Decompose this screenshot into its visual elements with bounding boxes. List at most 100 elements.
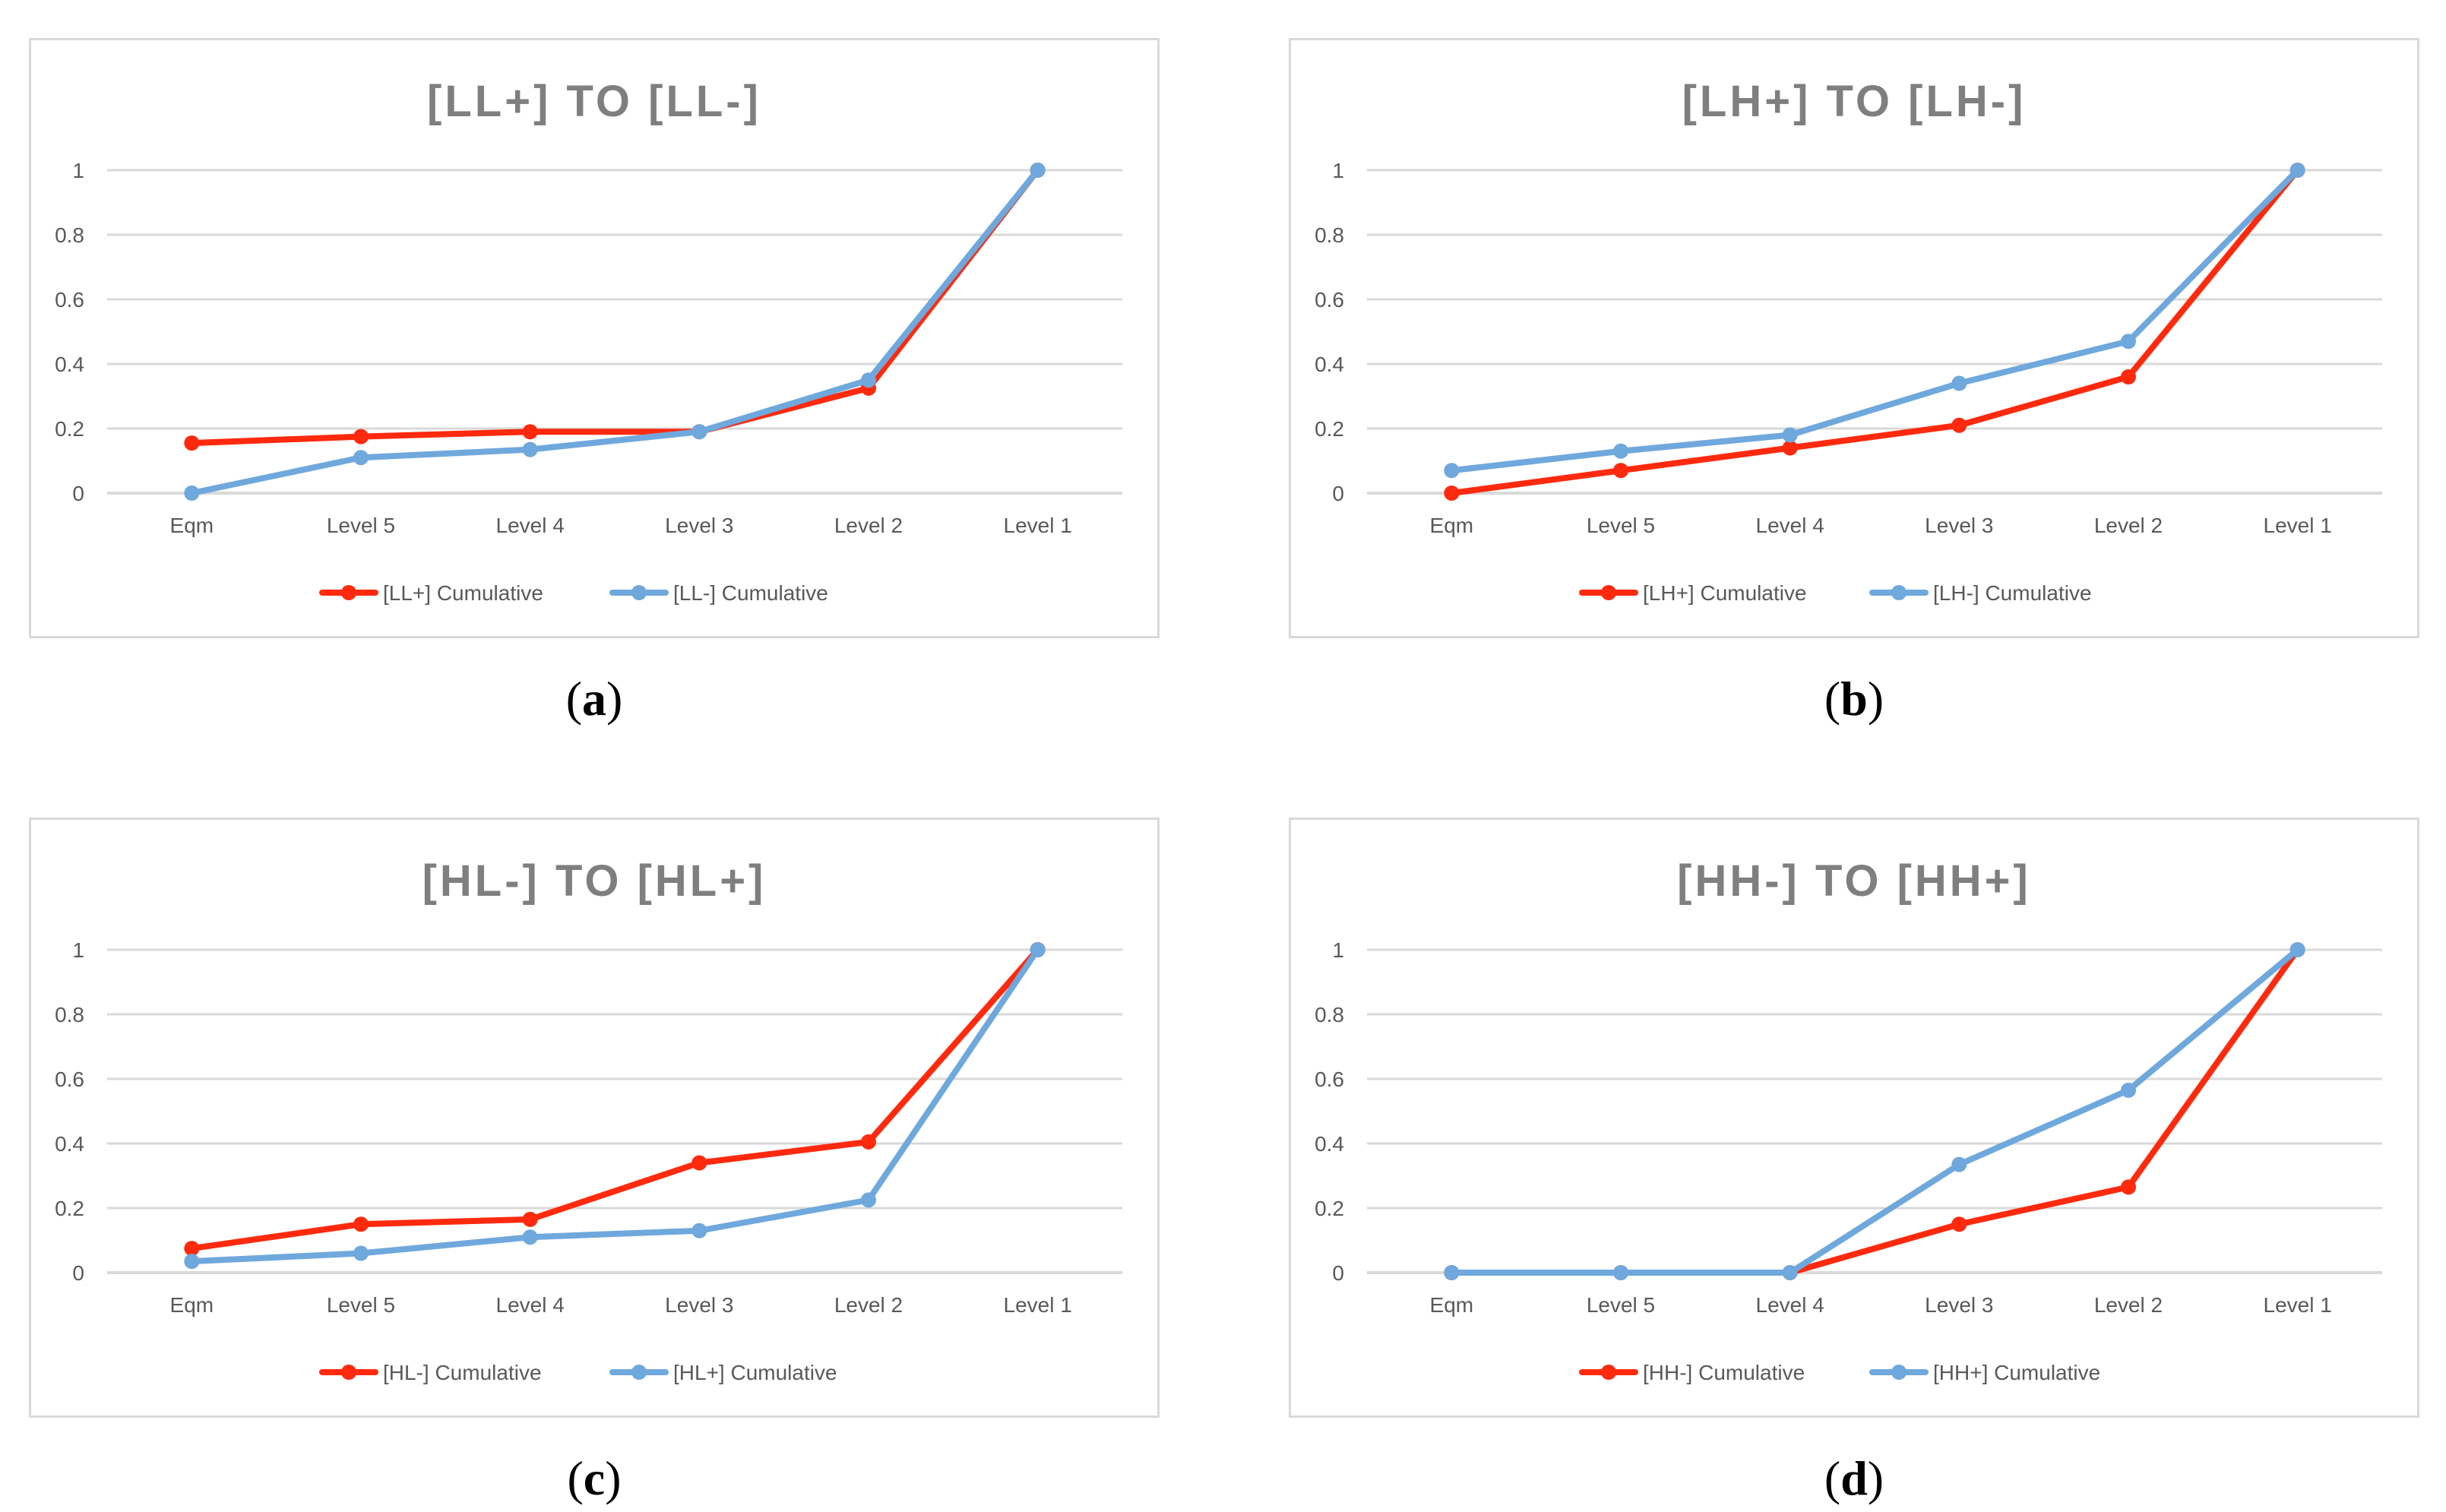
chart-b-series-1-point: [1613, 463, 1628, 479]
chart-b-xtick-label: Level 3: [1925, 514, 1993, 537]
chart-panel-d: [HH-] TO [HH+] 0 0.2 0.4 0.6 0.8 1 Eqm Level 5 Le…: [1289, 818, 2419, 1418]
chart-c-series-1-point: [691, 1155, 707, 1171]
chart-b-series-2-point: [1444, 463, 1460, 479]
chart-d-xtick-label: Level 1: [2264, 1293, 2332, 1317]
chart-a-series-2-line: [188, 167, 1041, 496]
chart-a-series-1-point: [184, 435, 200, 451]
chart-a-title: [LL+] TO [LL-]: [427, 77, 761, 126]
chart-c-series-2-point: [184, 1254, 200, 1270]
chart-b-series-1-point: [1444, 486, 1460, 501]
chart-c-series-1-point: [184, 1241, 200, 1257]
chart-c-series-1-point: [522, 1211, 538, 1227]
chart-c-series-2-point: [691, 1223, 707, 1238]
chart-c-legend-marker-2: [631, 1365, 647, 1380]
chart-b-series-1-point: [2121, 369, 2136, 384]
chart-c-xtick-label: Level 3: [665, 1293, 733, 1317]
caption-c: (c): [567, 1451, 622, 1505]
chart-b-series-2-point: [1782, 427, 1798, 443]
caption-b: (b): [1824, 672, 1884, 726]
chart-a-ytick-label: 0.2: [55, 417, 84, 441]
chart-c-ytick-label: 0.8: [55, 1003, 84, 1026]
chart-b-ytick-label: 0.4: [1315, 353, 1344, 376]
chart-a-xtick-label: Level 4: [496, 514, 565, 537]
chart-b-legend-marker-1: [1601, 585, 1616, 600]
chart-b-ytick-label: 1: [1332, 159, 1344, 182]
chart-d-series-1-point: [1951, 1216, 1967, 1232]
chart-d-xtick-label: Level 4: [1756, 1293, 1824, 1317]
chart-b-series-2-point: [2289, 163, 2305, 178]
chart-a-svg: [LL+] TO [LL-] 0 0.2 0.4 0.6 0.8 1 Eqm Level 5 Le…: [55, 77, 1122, 605]
chart-b-xtick-label: Level 4: [1756, 514, 1824, 537]
chart-a-ytick-label: 0.8: [55, 223, 84, 247]
chart-b-title: [LH+] TO [LH-]: [1682, 77, 2027, 126]
chart-d-title: [HH-] TO [HH+]: [1677, 856, 2031, 906]
chart-a-series-2-point: [184, 486, 200, 501]
chart-c-series-2-point: [522, 1229, 538, 1245]
chart-b-ytick-label: 0: [1332, 482, 1344, 505]
chart-c-series-1-point: [861, 1134, 876, 1150]
chart-c-legend-label-1: [HL-] Cumulative: [383, 1361, 542, 1384]
chart-b-ytick-label: 0.6: [1315, 288, 1344, 312]
chart-a-xtick-label: Level 2: [834, 514, 903, 537]
chart-panel-b: [LH+] TO [LH-] 0 0.2 0.4 0.6 0.8 1 Eqm Level 5 Le…: [1289, 38, 2419, 638]
chart-a-xtick-label: Level 3: [665, 514, 733, 537]
chart-b-legend-marker-2: [1891, 585, 1906, 600]
chart-d-series-2-line: [1448, 947, 2301, 1276]
chart-c-xtick-label: Eqm: [170, 1293, 214, 1317]
chart-d-xtick-label: Level 2: [2094, 1293, 2163, 1317]
chart-a-xtick-label: Level 1: [1004, 514, 1072, 537]
chart-a-series-1-point: [522, 424, 538, 440]
chart-b-series-2-point: [2121, 334, 2136, 350]
chart-d-svg: [HH-] TO [HH+] 0 0.2 0.4 0.6 0.8 1 Eqm Level 5 Le…: [1315, 856, 2382, 1384]
chart-d-legend-marker-2: [1891, 1365, 1906, 1380]
chart-c-xtick-label: Level 5: [327, 1293, 395, 1317]
chart-c-ytick-label: 1: [72, 938, 84, 962]
chart-d-legend-marker-1: [1601, 1365, 1616, 1380]
chart-b-xtick-label: Eqm: [1430, 514, 1474, 537]
chart-a-ytick-label: 0.4: [55, 353, 84, 376]
chart-d-xtick-label: Level 3: [1925, 1293, 1993, 1317]
chart-b-ytick-label: 0.8: [1315, 223, 1344, 247]
chart-d-series-2-point: [1951, 1156, 1967, 1172]
chart-a-ytick-label: 0: [72, 482, 84, 505]
chart-b-xtick-label: Level 1: [2264, 514, 2332, 537]
chart-b-ytick-label: 0.2: [1315, 417, 1344, 441]
chart-b-xtick-label: Level 5: [1587, 514, 1655, 537]
chart-a-series-2-point: [691, 424, 707, 440]
chart-d-series-2-point: [1613, 1265, 1628, 1280]
chart-a-series-1-point: [353, 429, 369, 444]
chart-c-series-1-point: [353, 1216, 369, 1232]
chart-b-legend-label-1: [LH+] Cumulative: [1643, 581, 1807, 605]
chart-d-series-2-point: [2121, 1082, 2136, 1098]
chart-a-series-2-point: [1030, 163, 1046, 178]
chart-c-ytick-label: 0: [72, 1261, 84, 1285]
chart-c-legend-marker-1: [341, 1365, 356, 1380]
chart-a-series-2-point: [353, 450, 369, 466]
chart-c-xtick-label: Level 2: [834, 1293, 903, 1317]
chart-d-series-2-point: [1782, 1265, 1798, 1280]
chart-a-legend-label-2: [LL-] Cumulative: [673, 581, 828, 605]
chart-a-legend-marker-1: [341, 585, 356, 600]
chart-d-legend-label-2: [HH+] Cumulative: [1933, 1361, 2100, 1384]
chart-panel-a: [LL+] TO [LL-] 0 0.2 0.4 0.6 0.8 1 Eqm Level 5 Le…: [29, 38, 1160, 638]
caption-a: (a): [565, 672, 623, 726]
chart-a-ytick-label: 1: [72, 159, 84, 182]
chart-b-xtick-label: Level 2: [2094, 514, 2163, 537]
chart-d-series-1-point: [2121, 1179, 2136, 1195]
chart-b-series-2-line: [1448, 167, 2301, 474]
chart-c-xtick-label: Level 4: [496, 1293, 565, 1317]
chart-a-xtick-label: Level 5: [327, 514, 395, 537]
chart-c-series-2-point: [861, 1192, 876, 1208]
chart-a-legend-label-1: [LL+] Cumulative: [383, 581, 543, 605]
chart-b-svg: [LH+] TO [LH-] 0 0.2 0.4 0.6 0.8 1 Eqm Level 5 Le…: [1315, 77, 2382, 605]
chart-d-xtick-label: Level 5: [1587, 1293, 1655, 1317]
chart-a-series-2-point: [861, 372, 876, 388]
chart-a-series-1-line: [188, 167, 1041, 447]
chart-c-ytick-label: 0.2: [55, 1197, 84, 1220]
chart-b-legend-label-2: [LH-] Cumulative: [1933, 581, 2092, 605]
chart-d-legend-label-1: [HH-] Cumulative: [1643, 1361, 1805, 1384]
chart-c-legend-label-2: [HL+] Cumulative: [673, 1361, 837, 1384]
chart-c-series-2-point: [1030, 942, 1046, 957]
chart-b-series-2-point: [1951, 375, 1967, 391]
chart-d-series-2-point: [1444, 1265, 1460, 1280]
